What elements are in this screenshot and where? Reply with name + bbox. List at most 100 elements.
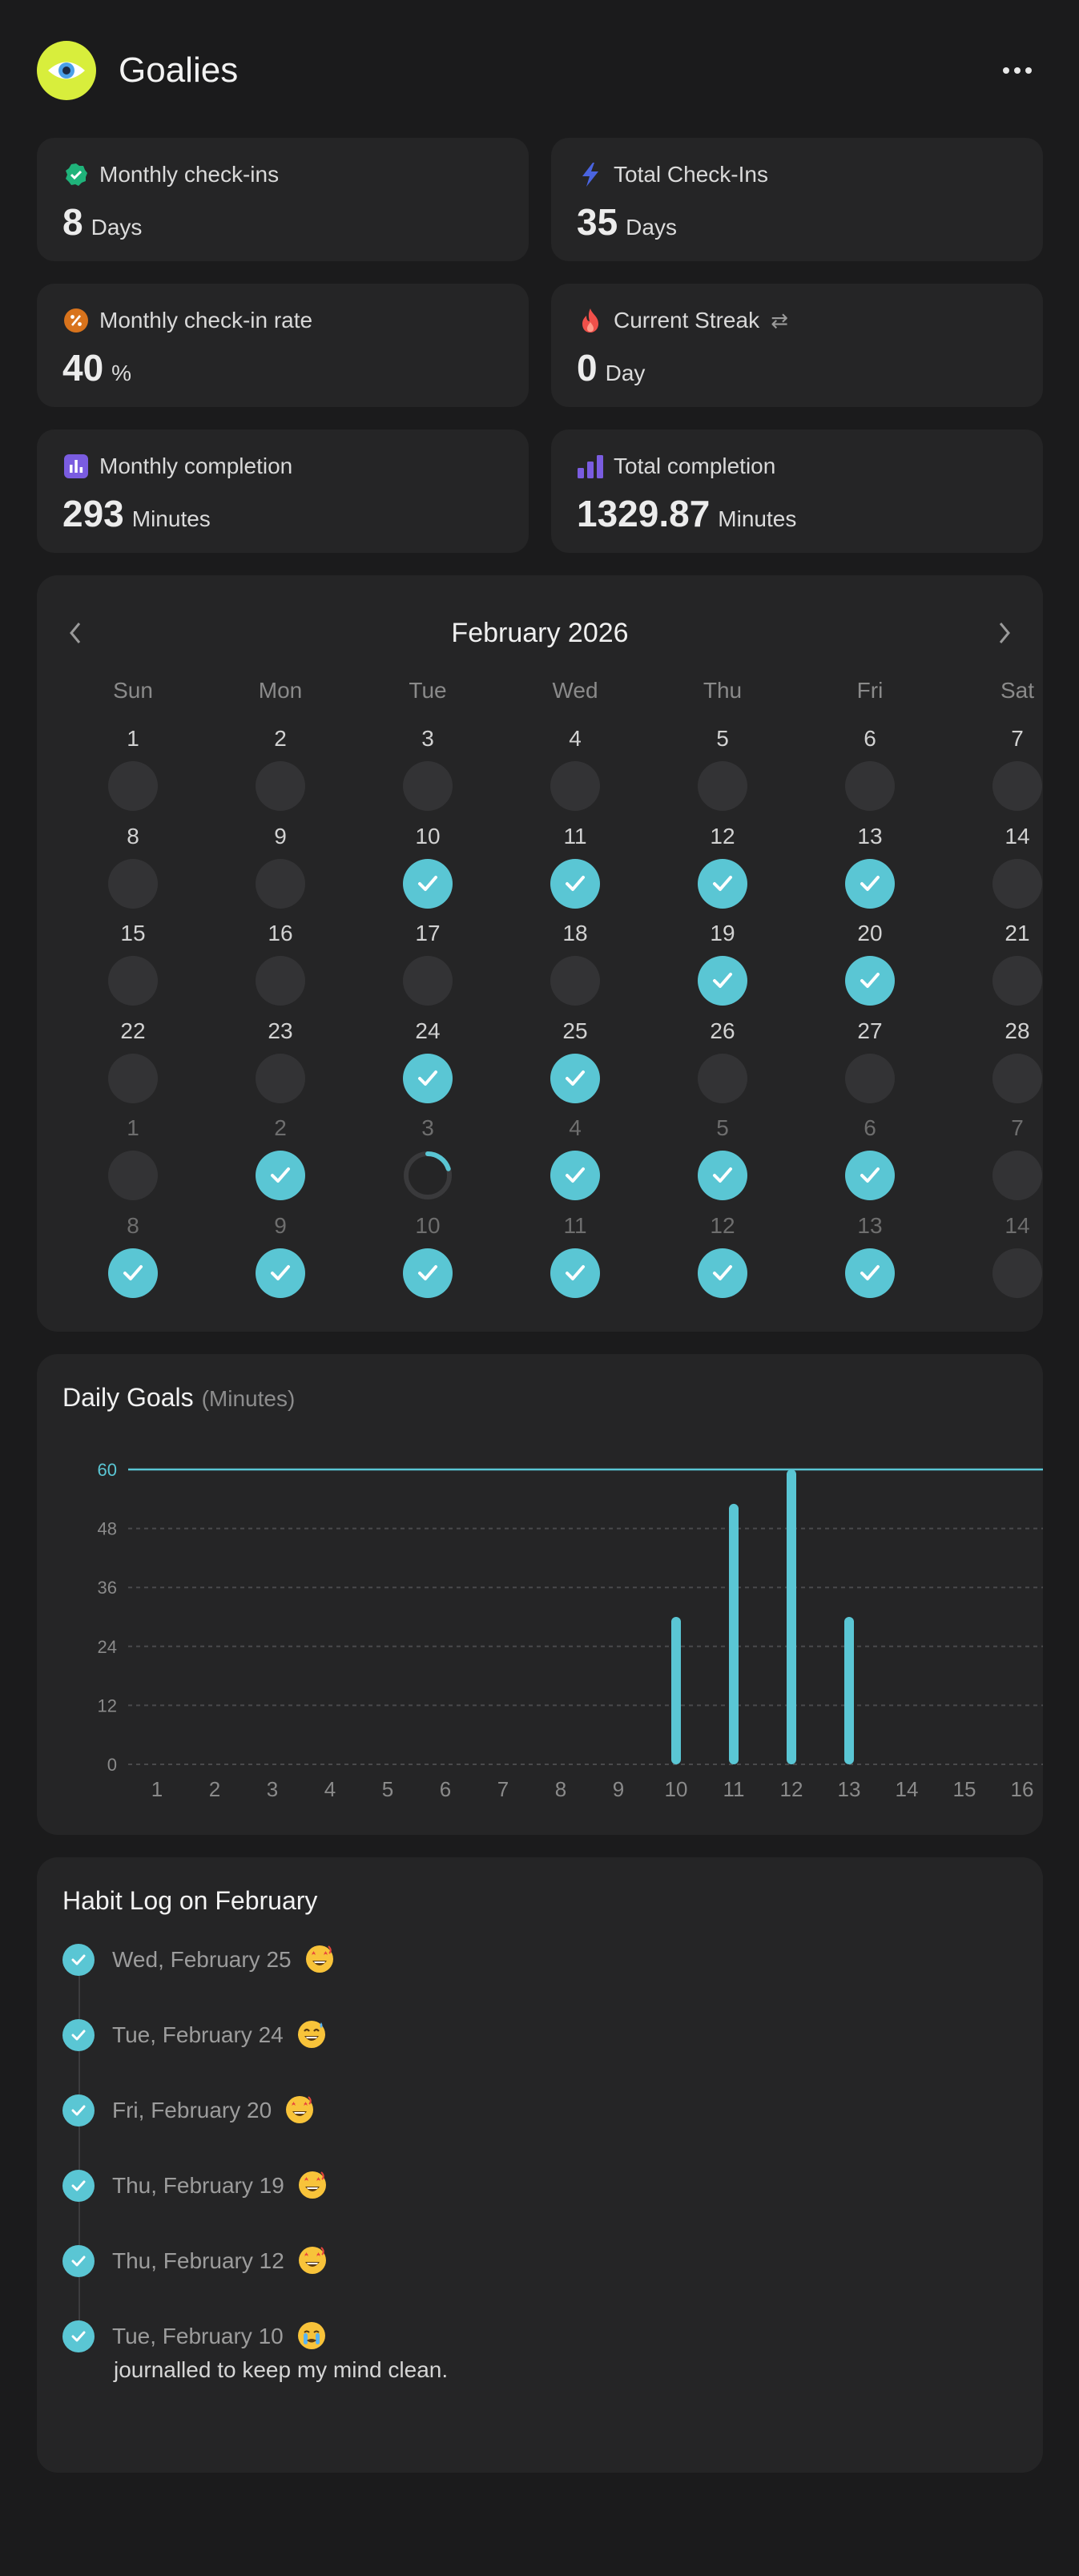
- empty-day-circle[interactable]: [992, 1151, 1042, 1200]
- empty-day-circle[interactable]: [550, 761, 600, 811]
- calendar-day[interactable]: 27: [796, 1017, 944, 1115]
- chevron-left-icon[interactable]: [53, 611, 98, 655]
- check-icon[interactable]: [698, 1151, 747, 1200]
- stat-card-monthly-checkins[interactable]: Monthly check-ins 8 Days: [37, 138, 529, 261]
- calendar-day[interactable]: 2: [207, 1114, 354, 1211]
- calendar-day[interactable]: 17: [354, 919, 501, 1017]
- check-icon[interactable]: [845, 1248, 895, 1298]
- calendar-day[interactable]: 11: [501, 1211, 649, 1309]
- habit-log-item[interactable]: Wed, February 25: [62, 1939, 1008, 2014]
- calendar-day[interactable]: 19: [649, 919, 796, 1017]
- calendar-day[interactable]: 4: [501, 724, 649, 822]
- empty-day-circle[interactable]: [992, 1248, 1042, 1298]
- empty-day-circle[interactable]: [256, 761, 305, 811]
- calendar-day[interactable]: 25: [501, 1017, 649, 1115]
- habit-log-item[interactable]: Tue, February 24: [62, 2014, 1008, 2090]
- check-icon[interactable]: [403, 858, 453, 909]
- check-icon[interactable]: [403, 1053, 453, 1103]
- habit-log-item[interactable]: Tue, February 10 journalled to keep my mi…: [62, 2316, 1008, 2391]
- empty-day-circle[interactable]: [845, 761, 895, 811]
- check-icon[interactable]: [108, 1248, 158, 1298]
- stat-card-total-checkins[interactable]: Total Check-Ins 35 Days: [551, 138, 1043, 261]
- empty-day-circle[interactable]: [108, 761, 158, 811]
- empty-day-circle[interactable]: [256, 1053, 305, 1103]
- empty-day-circle[interactable]: [256, 858, 305, 909]
- calendar-day[interactable]: 8: [59, 1211, 207, 1309]
- calendar-day[interactable]: 10: [354, 822, 501, 920]
- empty-day-circle[interactable]: [108, 1151, 158, 1200]
- empty-day-circle[interactable]: [992, 1053, 1042, 1103]
- calendar-day[interactable]: 4: [501, 1114, 649, 1211]
- habit-log-item[interactable]: Thu, February 12: [62, 2240, 1008, 2316]
- check-icon[interactable]: [698, 956, 747, 1006]
- calendar-day[interactable]: 10: [354, 1211, 501, 1309]
- stat-card-current-streak[interactable]: Current Streak ⇄ 0 Day: [551, 284, 1043, 407]
- check-icon[interactable]: [550, 1248, 600, 1298]
- swap-icon[interactable]: ⇄: [771, 308, 788, 333]
- empty-day-circle[interactable]: [403, 761, 453, 811]
- check-icon[interactable]: [698, 858, 747, 909]
- stat-card-total-completion[interactable]: Total completion 1329.87 Minutes: [551, 429, 1043, 553]
- more-horizontal-icon[interactable]: [993, 46, 1041, 95]
- progress-ring-icon[interactable]: [403, 1151, 453, 1200]
- calendar-day[interactable]: 6: [796, 724, 944, 822]
- empty-day-circle[interactable]: [108, 1053, 158, 1103]
- check-icon[interactable]: [550, 1053, 600, 1103]
- calendar-day[interactable]: 3: [354, 724, 501, 822]
- calendar-day[interactable]: 14: [944, 1211, 1079, 1309]
- calendar-day[interactable]: 18: [501, 919, 649, 1017]
- chevron-right-icon[interactable]: [982, 611, 1027, 655]
- calendar-day[interactable]: 3: [354, 1114, 501, 1211]
- empty-day-circle[interactable]: [256, 956, 305, 1006]
- calendar-day[interactable]: 9: [207, 822, 354, 920]
- check-icon[interactable]: [845, 1151, 895, 1200]
- calendar-day[interactable]: 5: [649, 724, 796, 822]
- calendar-day[interactable]: 5: [649, 1114, 796, 1211]
- empty-day-circle[interactable]: [403, 956, 453, 1006]
- check-icon[interactable]: [698, 1248, 747, 1298]
- stat-card-monthly-rate[interactable]: Monthly check-in rate 40 %: [37, 284, 529, 407]
- check-icon[interactable]: [845, 956, 895, 1006]
- check-icon[interactable]: [550, 1151, 600, 1200]
- calendar-day[interactable]: 14: [944, 822, 1079, 920]
- calendar-day[interactable]: 16: [207, 919, 354, 1017]
- calendar-day[interactable]: 11: [501, 822, 649, 920]
- calendar-day[interactable]: 13: [796, 1211, 944, 1309]
- empty-day-circle[interactable]: [992, 761, 1042, 811]
- calendar-day[interactable]: 24: [354, 1017, 501, 1115]
- stat-card-monthly-completion[interactable]: Monthly completion 293 Minutes: [37, 429, 529, 553]
- habit-log-item[interactable]: Fri, February 20: [62, 2090, 1008, 2165]
- calendar-day[interactable]: 22: [59, 1017, 207, 1115]
- check-icon[interactable]: [256, 1248, 305, 1298]
- calendar-day[interactable]: 12: [649, 822, 796, 920]
- empty-day-circle[interactable]: [698, 761, 747, 811]
- calendar-day[interactable]: 20: [796, 919, 944, 1017]
- calendar-day[interactable]: 28: [944, 1017, 1079, 1115]
- check-icon[interactable]: [550, 858, 600, 909]
- calendar-day[interactable]: 8: [59, 822, 207, 920]
- empty-day-circle[interactable]: [992, 956, 1042, 1006]
- calendar-day[interactable]: 26: [649, 1017, 796, 1115]
- calendar-day[interactable]: 13: [796, 822, 944, 920]
- empty-day-circle[interactable]: [108, 858, 158, 909]
- calendar-day[interactable]: 12: [649, 1211, 796, 1309]
- check-icon[interactable]: [845, 858, 895, 909]
- empty-day-circle[interactable]: [550, 956, 600, 1006]
- check-icon[interactable]: [403, 1248, 453, 1298]
- empty-day-circle[interactable]: [108, 956, 158, 1006]
- check-icon[interactable]: [256, 1151, 305, 1200]
- calendar-day[interactable]: 1: [59, 724, 207, 822]
- calendar-day[interactable]: 7: [944, 1114, 1079, 1211]
- habit-log-item[interactable]: Thu, February 19: [62, 2165, 1008, 2240]
- empty-day-circle[interactable]: [845, 1053, 895, 1103]
- calendar-day[interactable]: 6: [796, 1114, 944, 1211]
- empty-day-circle[interactable]: [992, 858, 1042, 909]
- empty-day-circle[interactable]: [698, 1053, 747, 1103]
- calendar-day[interactable]: 15: [59, 919, 207, 1017]
- calendar-day[interactable]: 7: [944, 724, 1079, 822]
- calendar-day[interactable]: 9: [207, 1211, 354, 1309]
- calendar-day[interactable]: 21: [944, 919, 1079, 1017]
- calendar-day[interactable]: 1: [59, 1114, 207, 1211]
- calendar-day[interactable]: 2: [207, 724, 354, 822]
- calendar-day[interactable]: 23: [207, 1017, 354, 1115]
